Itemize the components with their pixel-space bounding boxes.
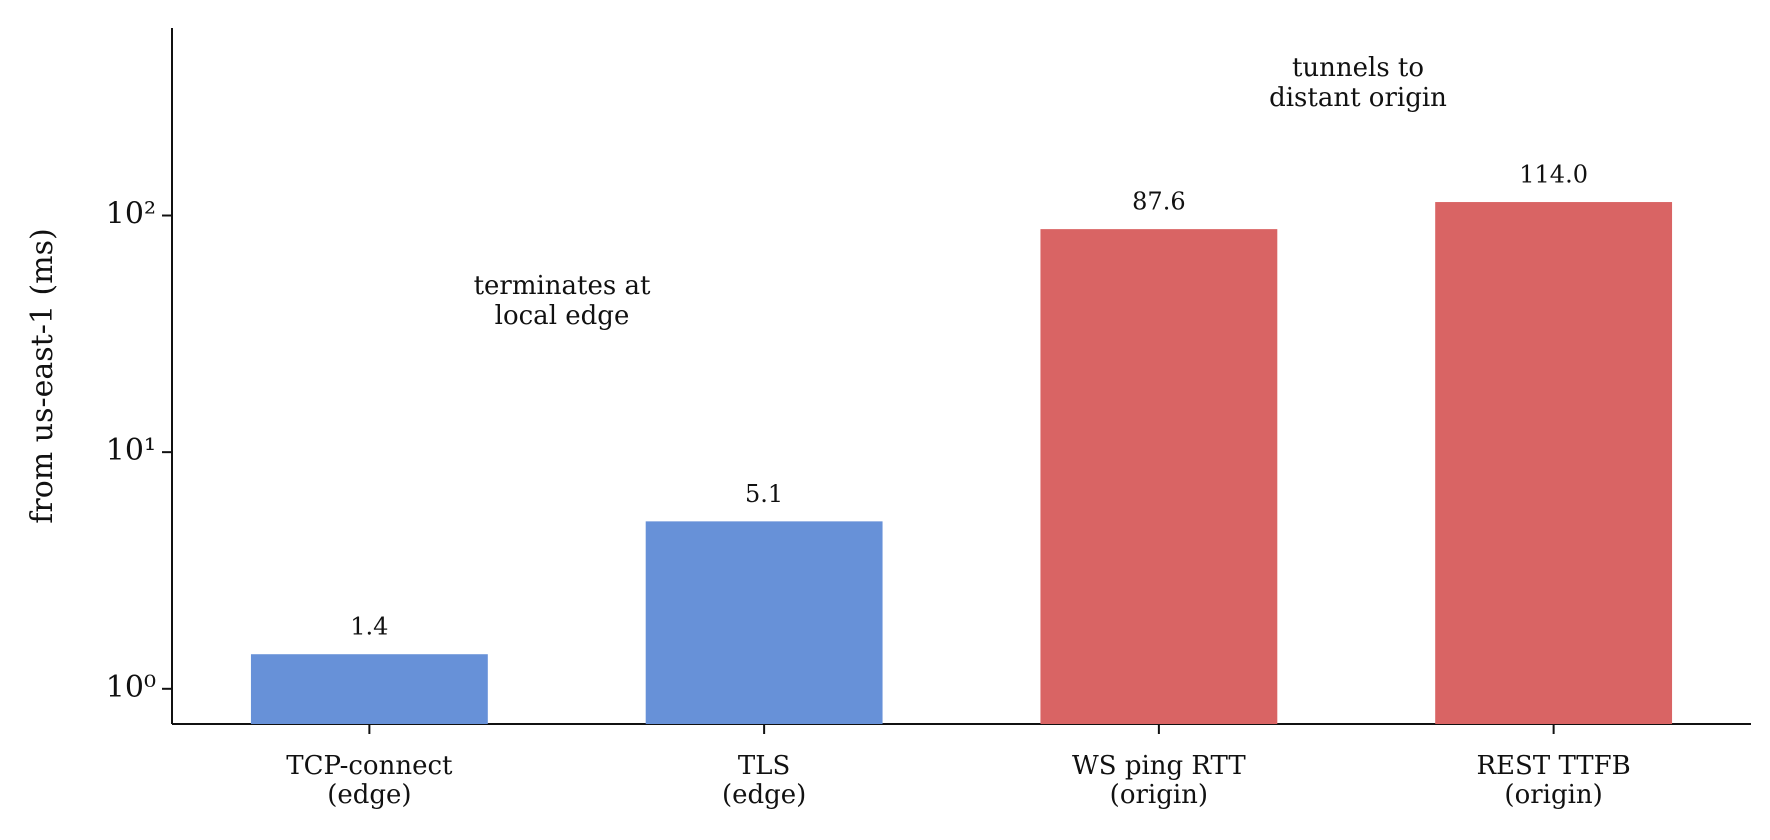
annotation: distant origin <box>1269 83 1447 113</box>
value-label: 114.0 <box>1519 161 1588 189</box>
y-axis-label: from us-east-1 (ms) <box>25 228 60 523</box>
x-tick-label: WS ping RTT <box>1072 751 1246 781</box>
x-tick-label: TCP-connect <box>286 751 453 781</box>
annotation: terminates at <box>474 271 651 301</box>
annotation: local edge <box>495 301 630 331</box>
bar <box>645 521 883 724</box>
x-tick-label: TLS <box>738 751 790 781</box>
x-tick-label: (origin) <box>1110 780 1208 810</box>
x-tick-label: (edge) <box>722 780 806 810</box>
bar <box>250 654 488 724</box>
x-tick-label: (edge) <box>327 780 411 810</box>
bar <box>1435 202 1673 724</box>
value-label: 1.4 <box>350 613 388 641</box>
x-tick-label: (origin) <box>1504 780 1602 810</box>
value-label: 5.1 <box>745 480 783 508</box>
annotation: tunnels to <box>1292 53 1424 83</box>
x-tick-label: REST TTFB <box>1476 751 1630 781</box>
y-tick-label: 10² <box>106 197 156 232</box>
bar <box>1040 229 1278 724</box>
y-tick-label: 10¹ <box>106 433 156 468</box>
value-label: 87.6 <box>1132 188 1185 216</box>
y-tick-label: 10⁰ <box>106 670 156 705</box>
